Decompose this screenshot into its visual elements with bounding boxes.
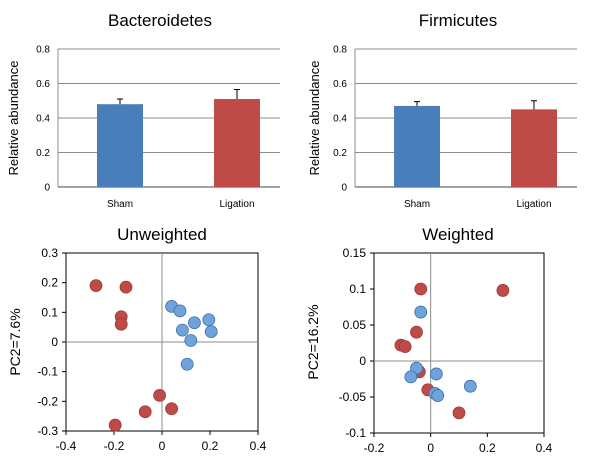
y-tick-label: 0.3 — [41, 246, 58, 260]
y-tick-label: 0.8 — [36, 45, 50, 56]
bar — [97, 104, 143, 187]
x-tick-label: 0 — [427, 441, 434, 455]
x-tick-label: 0.2 — [202, 439, 219, 453]
y-tick-label: 0.1 — [349, 282, 366, 296]
data-point-red — [114, 317, 128, 331]
y-tick-label: -0.3 — [37, 424, 58, 438]
bar — [511, 109, 557, 187]
data-point-blue — [180, 357, 194, 371]
data-point-blue — [414, 305, 428, 319]
y-tick-label: 0.4 — [36, 114, 50, 125]
x-tick-label: 0.4 — [536, 441, 553, 455]
data-point-red — [414, 282, 428, 296]
bar — [214, 99, 260, 187]
data-point-blue — [431, 389, 445, 402]
y-tick-label: 0.6 — [333, 79, 347, 90]
y-axis-label: PC2=7.6% — [7, 308, 23, 375]
y-tick-label: 0.6 — [36, 79, 50, 90]
data-point-red — [410, 325, 423, 339]
data-point-blue — [175, 323, 189, 337]
y-tick-label: 0.2 — [41, 276, 58, 290]
y-tick-label: 0 — [359, 354, 366, 368]
category-label: Ligation — [516, 199, 551, 210]
y-tick-label: -0.05 — [339, 390, 367, 404]
chart-title: Unweighted — [117, 225, 207, 244]
data-point-red — [138, 405, 152, 419]
y-axis-label: Relative abundance — [307, 61, 322, 176]
y-tick-label: 0.15 — [343, 246, 367, 260]
data-point-red — [165, 402, 179, 416]
data-point-blue — [204, 325, 218, 339]
data-point-red — [452, 406, 466, 420]
x-tick-label: 0.2 — [479, 441, 496, 455]
data-point-blue — [184, 334, 198, 347]
y-tick-label: 0.4 — [333, 114, 347, 125]
bar-chart-bacteroidetes: Bacteroidetes Relative abundance 0 0.2 0.4… — [6, 11, 280, 210]
data-point-red — [398, 340, 412, 354]
y-tick-label: 0.8 — [333, 45, 347, 56]
x-tick-label: -0.2 — [364, 441, 385, 455]
x-tick-label: -0.4 — [56, 439, 77, 453]
data-point-red — [153, 388, 167, 402]
x-tick-label: 0 — [159, 439, 166, 453]
y-tick-label: 0.2 — [333, 148, 347, 159]
data-point-blue — [202, 313, 216, 327]
data-point-blue — [429, 367, 443, 381]
category-label: Sham — [107, 199, 133, 210]
data-point-blue — [173, 304, 187, 318]
y-tick-label: 0 — [44, 183, 50, 194]
y-tick-label: 0.2 — [36, 148, 50, 159]
bar — [394, 105, 440, 187]
y-tick-label: 0.05 — [343, 318, 367, 332]
scatter-chart-unweighted: Unweighted PC2=7.6% -0.4 -0.2 0 0.2 0.4 0.3 0.… — [7, 225, 267, 453]
y-axis-label: PC2=16.2% — [305, 304, 321, 379]
chart-title: Weighted — [422, 225, 494, 244]
y-tick-label: -0.1 — [37, 365, 58, 379]
data-point-blue — [463, 379, 477, 393]
category-label: Ligation — [219, 199, 254, 210]
data-point-red — [108, 418, 122, 432]
y-tick-label: -0.1 — [345, 426, 366, 440]
data-point-red — [496, 284, 510, 297]
y-axis-label: Relative abundance — [6, 61, 21, 176]
x-tick-label: -0.2 — [104, 439, 125, 453]
y-tick-label: -0.2 — [37, 394, 58, 408]
y-tick-label: 0 — [51, 335, 58, 349]
category-label: Sham — [404, 199, 430, 210]
chart-title: Bacteroidetes — [108, 11, 212, 30]
plot-frame — [373, 252, 545, 434]
data-point-blue — [187, 316, 201, 330]
chart-title: Firmicutes — [419, 11, 497, 30]
scatter-chart-weighted: Weighted PC2=16.2% -0.2 0 0.2 0.4 0.15 0.1 0.0… — [305, 225, 553, 455]
x-tick-label: 0.4 — [250, 439, 267, 453]
y-tick-label: 0.1 — [41, 305, 58, 319]
bar-chart-firmicutes: Firmicutes Relative abundance 0 0.2 0.4 0.6… — [307, 11, 577, 210]
data-point-red — [89, 279, 103, 293]
data-point-blue — [404, 370, 418, 384]
data-point-red — [119, 280, 133, 294]
y-tick-label: 0 — [341, 183, 347, 194]
